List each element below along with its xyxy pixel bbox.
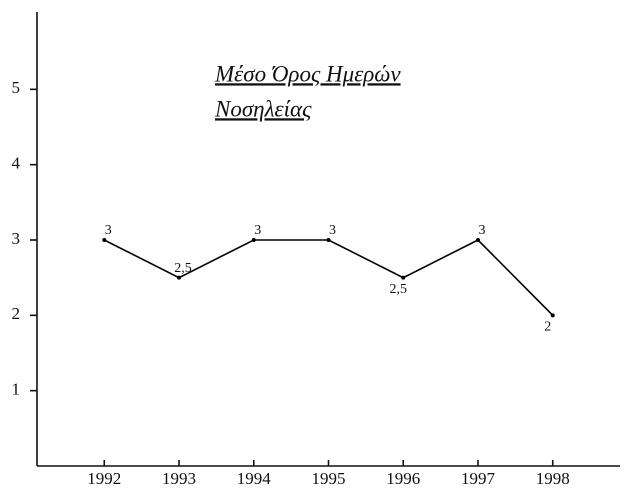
data-label: 3: [478, 223, 485, 238]
x-tick-label: 1992: [87, 469, 121, 488]
chart-title: Νοσηλείας: [214, 96, 312, 121]
x-tick-label: 1998: [536, 469, 570, 488]
data-point: [251, 238, 256, 242]
data-label: 2,5: [174, 261, 192, 276]
data-label: 2: [544, 320, 551, 335]
data-label: 3: [105, 223, 112, 238]
data-point: [102, 238, 107, 242]
chart-title: Μέσο Όρος Ημερών: [214, 61, 401, 86]
y-tick-label: 3: [12, 229, 21, 248]
y-tick-label: 1: [12, 380, 21, 399]
data-point: [550, 313, 555, 318]
data-point: [475, 238, 480, 242]
y-tick-label: 4: [12, 154, 21, 173]
x-tick-label: 1996: [386, 469, 420, 488]
y-tick-label: 2: [12, 304, 21, 323]
x-tick-label: 1995: [312, 469, 346, 488]
x-tick-label: 1993: [162, 469, 196, 488]
y-tick-label: 5: [12, 78, 21, 97]
data-line: [103, 239, 554, 316]
data-label: 2,5: [389, 282, 407, 297]
data-point: [401, 275, 406, 280]
data-point: [177, 275, 182, 280]
data-label: 3: [254, 223, 261, 238]
data-point: [326, 238, 331, 242]
data-label: 3: [329, 223, 336, 238]
x-tick-label: 1994: [237, 469, 272, 488]
x-tick-label: 1997: [461, 469, 496, 488]
